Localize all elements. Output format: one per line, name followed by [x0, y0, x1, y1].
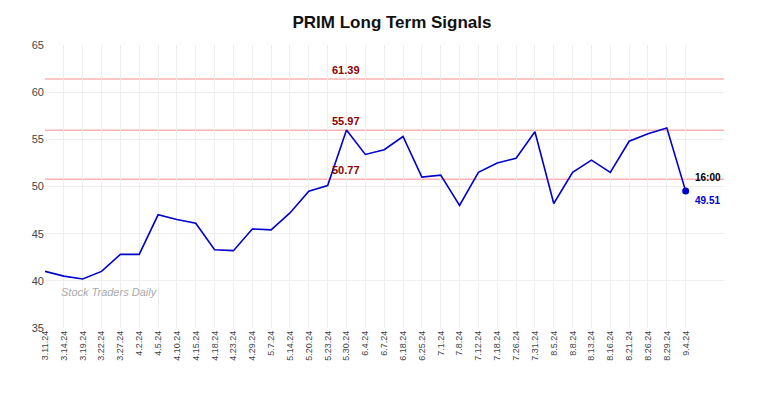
svg-text:6.25.24: 6.25.24 [417, 331, 427, 361]
svg-text:55: 55 [32, 133, 44, 145]
svg-text:7.26.24: 7.26.24 [511, 331, 521, 361]
svg-text:4.15.24: 4.15.24 [191, 331, 201, 361]
svg-text:9.4.24: 9.4.24 [681, 331, 691, 356]
svg-text:7.31.24: 7.31.24 [530, 331, 540, 361]
svg-text:6.4.24: 6.4.24 [360, 331, 370, 356]
svg-text:35: 35 [32, 322, 44, 334]
svg-text:7.18.24: 7.18.24 [492, 331, 502, 361]
svg-text:4.10.24: 4.10.24 [172, 331, 182, 361]
svg-text:3.22.24: 3.22.24 [96, 331, 106, 361]
svg-text:4.5.24: 4.5.24 [153, 331, 163, 356]
svg-text:6.7.24: 6.7.24 [379, 331, 389, 356]
svg-text:65: 65 [32, 39, 44, 51]
svg-text:5.20.24: 5.20.24 [304, 331, 314, 361]
svg-text:8.26.24: 8.26.24 [643, 331, 653, 361]
svg-text:50.77: 50.77 [332, 164, 360, 176]
svg-text:5.23.24: 5.23.24 [323, 331, 333, 361]
svg-text:60: 60 [32, 86, 44, 98]
svg-text:3.27.24: 3.27.24 [115, 331, 125, 361]
svg-text:8.29.24: 8.29.24 [662, 331, 672, 361]
svg-text:50: 50 [32, 180, 44, 192]
svg-text:5.14.24: 5.14.24 [285, 331, 295, 361]
svg-text:45: 45 [32, 228, 44, 240]
svg-text:3.14.24: 3.14.24 [59, 331, 69, 361]
svg-text:61.39: 61.39 [332, 64, 360, 76]
svg-text:7.12.24: 7.12.24 [473, 331, 483, 361]
svg-text:16:00: 16:00 [695, 172, 721, 183]
svg-text:4.2.24: 4.2.24 [134, 331, 144, 356]
svg-text:7.1.24: 7.1.24 [436, 331, 446, 356]
svg-text:4.29.24: 4.29.24 [247, 331, 257, 361]
svg-text:8.13.24: 8.13.24 [586, 331, 596, 361]
svg-text:8.8.24: 8.8.24 [568, 331, 578, 356]
svg-text:55.97: 55.97 [332, 115, 360, 127]
svg-text:8.21.24: 8.21.24 [624, 331, 634, 361]
svg-text:PRIM Long Term Signals: PRIM Long Term Signals [293, 13, 492, 32]
svg-text:8.5.24: 8.5.24 [549, 331, 559, 356]
svg-text:4.23.24: 4.23.24 [228, 331, 238, 361]
svg-text:5.30.24: 5.30.24 [341, 331, 351, 361]
svg-text:49.51: 49.51 [695, 195, 720, 206]
svg-text:6.18.24: 6.18.24 [398, 331, 408, 361]
svg-text:40: 40 [32, 275, 44, 287]
svg-text:7.8.24: 7.8.24 [454, 331, 464, 356]
svg-text:Stock Traders Daily: Stock Traders Daily [61, 286, 158, 298]
svg-text:3.11.24: 3.11.24 [40, 331, 50, 360]
svg-text:4.18.24: 4.18.24 [210, 331, 220, 361]
svg-text:8.16.24: 8.16.24 [605, 331, 615, 361]
svg-text:3.19.24: 3.19.24 [78, 331, 88, 361]
svg-text:5.7.24: 5.7.24 [266, 331, 276, 356]
